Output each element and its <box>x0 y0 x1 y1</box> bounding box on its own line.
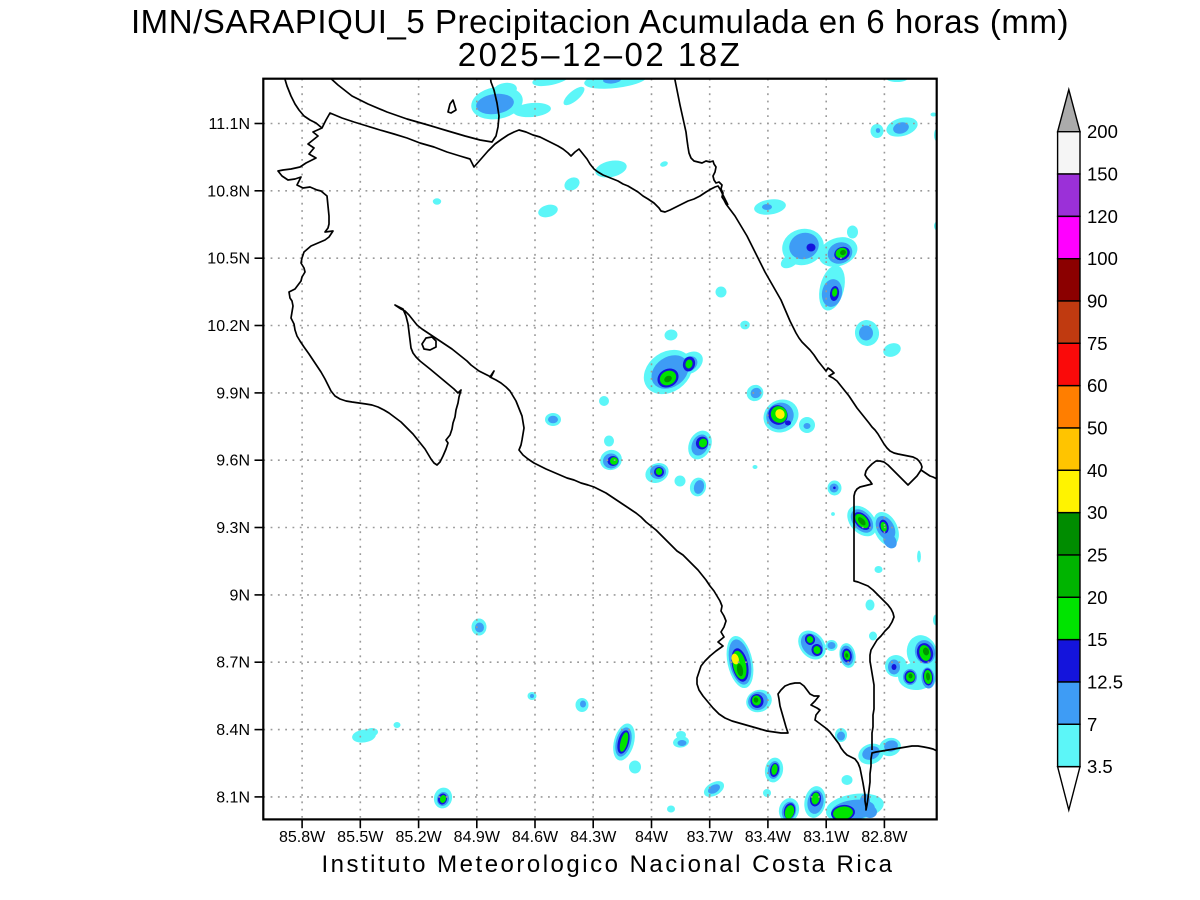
svg-text:83.1W: 83.1W <box>803 829 850 846</box>
svg-text:8.7N: 8.7N <box>216 655 250 672</box>
svg-text:IMN/SARAPIQUI_5 Precipitacion: IMN/SARAPIQUI_5 Precipitacion Acumulada … <box>131 3 1069 40</box>
svg-text:8.4N: 8.4N <box>216 722 250 739</box>
svg-text:84.9W: 84.9W <box>454 829 501 846</box>
svg-text:83.7W: 83.7W <box>687 829 734 846</box>
svg-text:8.1N: 8.1N <box>216 789 250 806</box>
svg-text:40: 40 <box>1087 460 1108 481</box>
svg-text:Instituto Meteorologico Nacion: Instituto Meteorologico Nacional Costa R… <box>321 851 894 878</box>
svg-text:25: 25 <box>1087 545 1108 566</box>
svg-text:9N: 9N <box>230 587 250 604</box>
svg-text:30: 30 <box>1087 502 1108 523</box>
svg-text:84.6W: 84.6W <box>512 829 559 846</box>
svg-text:15: 15 <box>1087 629 1108 650</box>
svg-text:84.3W: 84.3W <box>570 829 617 846</box>
svg-text:7: 7 <box>1087 714 1097 735</box>
svg-text:90: 90 <box>1087 291 1108 312</box>
svg-text:120: 120 <box>1087 206 1118 227</box>
svg-text:9.3N: 9.3N <box>216 520 250 537</box>
svg-text:10.5N: 10.5N <box>207 251 250 268</box>
svg-text:9.6N: 9.6N <box>216 453 250 470</box>
svg-text:200: 200 <box>1087 121 1118 142</box>
svg-text:85.5W: 85.5W <box>337 829 384 846</box>
svg-text:60: 60 <box>1087 375 1108 396</box>
svg-text:50: 50 <box>1087 418 1108 439</box>
svg-text:84W: 84W <box>635 829 669 846</box>
svg-text:75: 75 <box>1087 333 1108 354</box>
svg-text:85.8W: 85.8W <box>279 829 326 846</box>
svg-text:20: 20 <box>1087 587 1108 608</box>
svg-text:3.5: 3.5 <box>1087 756 1113 777</box>
svg-text:100: 100 <box>1087 248 1118 269</box>
svg-text:10.2N: 10.2N <box>207 318 250 335</box>
svg-text:82.8W: 82.8W <box>861 829 908 846</box>
svg-text:11.1N: 11.1N <box>208 116 250 133</box>
svg-text:83.4W: 83.4W <box>745 829 792 846</box>
svg-text:12.5: 12.5 <box>1087 672 1123 693</box>
svg-text:10.8N: 10.8N <box>207 183 250 200</box>
svg-text:2025–12–02 18Z: 2025–12–02 18Z <box>458 36 743 73</box>
svg-text:85.2W: 85.2W <box>395 829 442 846</box>
svg-text:150: 150 <box>1087 164 1118 185</box>
svg-text:9.9N: 9.9N <box>216 385 250 402</box>
